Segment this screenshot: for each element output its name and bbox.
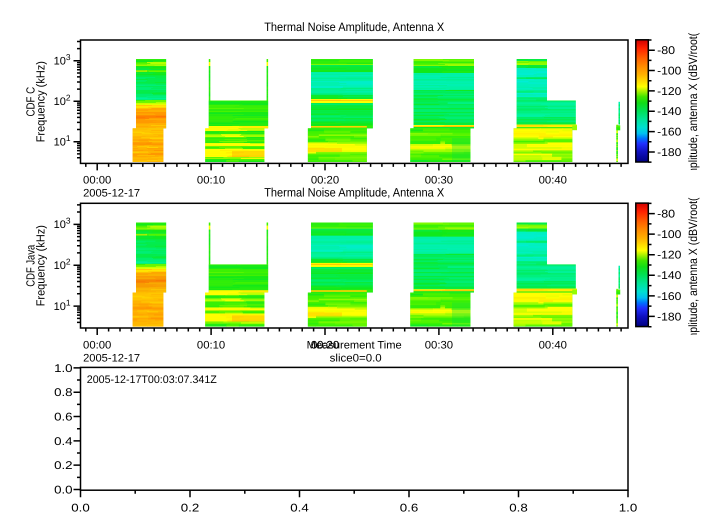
svg-text:00:30: 00:30 [425,339,453,351]
svg-text:Measurement Time: Measurement Time [307,339,402,351]
svg-text:Frequency (kHz): Frequency (kHz) [34,61,48,142]
svg-text:1.0: 1.0 [619,502,638,514]
svg-text:00:10: 00:10 [197,175,225,187]
svg-text:2005-12-17: 2005-12-17 [83,188,140,200]
svg-text:2005-12-17: 2005-12-17 [83,353,140,365]
svg-text:00:30: 00:30 [425,175,453,187]
svg-text:-180: -180 [657,311,681,323]
svg-text:Thermal Noise Amplitude, Anten: Thermal Noise Amplitude, Antenna X [264,186,444,200]
svg-text:-160: -160 [657,127,681,139]
svg-text:-100: -100 [657,66,681,78]
svg-text:mplitude, antenna X (dBV/root(: mplitude, antenna X (dBV/root( [686,198,700,342]
svg-text:mplitude, antenna X (dBV/root(: mplitude, antenna X (dBV/root( [686,33,700,177]
svg-text:00:40: 00:40 [539,175,567,187]
svg-text:-180: -180 [657,147,681,159]
svg-text:00:20: 00:20 [311,339,339,351]
svg-text:0.2: 0.2 [181,502,200,514]
svg-text:0.6: 0.6 [400,502,419,514]
svg-text:0.4: 0.4 [54,436,73,448]
svg-text:00:40: 00:40 [539,339,567,351]
svg-text:-80: -80 [657,209,675,221]
svg-text:-120: -120 [657,250,681,262]
svg-text:slice0=0.0: slice0=0.0 [330,353,382,365]
svg-text:-120: -120 [657,86,681,98]
svg-text:2005-12-17T00:03:07.341Z: 2005-12-17T00:03:07.341Z [87,374,217,386]
svg-text:0.8: 0.8 [509,502,528,514]
svg-text:Thermal Noise Amplitude, Anten: Thermal Noise Amplitude, Antenna X [264,20,444,34]
svg-text:0.0: 0.0 [54,484,73,496]
svg-text:00:00: 00:00 [83,339,111,351]
svg-text:00:10: 00:10 [197,339,225,351]
svg-text:Frequency (kHz): Frequency (kHz) [34,225,48,306]
svg-text:0.4: 0.4 [290,502,309,514]
svg-text:CDF C: CDF C [24,87,38,117]
svg-text:-80: -80 [657,45,675,57]
svg-text:-160: -160 [657,291,681,303]
svg-text:-140: -140 [657,270,681,282]
svg-text:1.0: 1.0 [54,363,73,375]
svg-text:-100: -100 [657,229,681,241]
svg-text:00:00: 00:00 [83,175,111,187]
svg-text:-140: -140 [657,106,681,118]
svg-text:00:20: 00:20 [311,339,339,351]
svg-text:CDF Java: CDF Java [24,244,38,286]
svg-text:0.6: 0.6 [54,411,73,423]
svg-text:0.2: 0.2 [54,460,73,472]
svg-text:00:20: 00:20 [311,175,339,187]
svg-text:0.8: 0.8 [54,387,73,399]
svg-text:0.0: 0.0 [71,502,90,514]
